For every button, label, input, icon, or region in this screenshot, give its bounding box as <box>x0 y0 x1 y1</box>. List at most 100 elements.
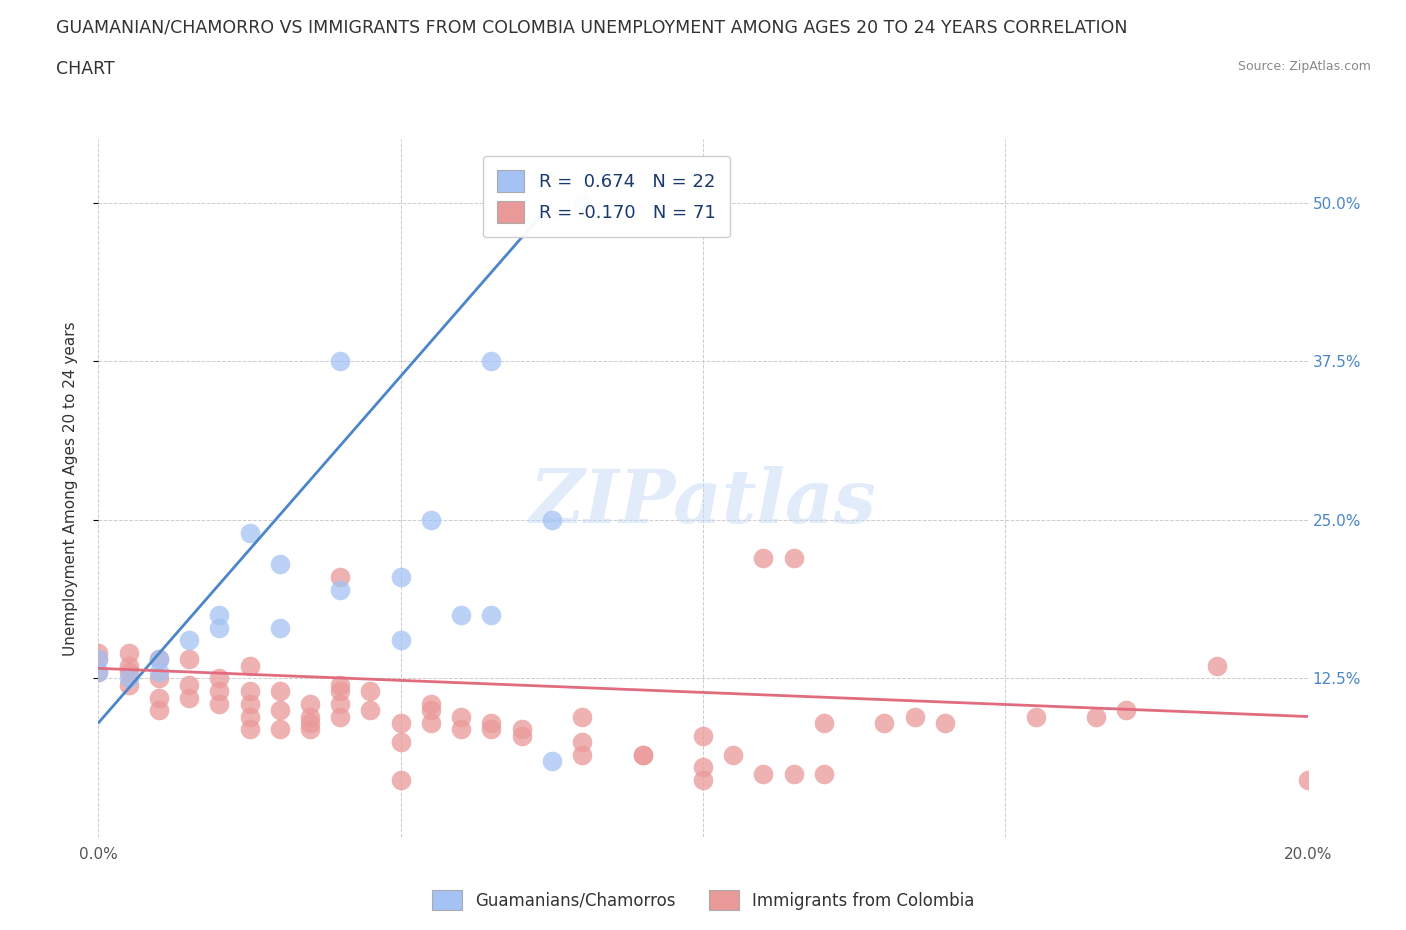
Point <box>118 671 141 686</box>
Point <box>208 620 231 635</box>
Point <box>904 709 927 724</box>
Point <box>934 715 956 730</box>
Point <box>329 697 352 711</box>
Point <box>481 722 503 737</box>
Point <box>510 722 533 737</box>
Point <box>813 715 835 730</box>
Point <box>1206 658 1229 673</box>
Point <box>118 658 141 673</box>
Point <box>540 512 562 527</box>
Point <box>208 671 231 686</box>
Point <box>481 607 503 622</box>
Text: Source: ZipAtlas.com: Source: ZipAtlas.com <box>1237 60 1371 73</box>
Point <box>329 354 352 369</box>
Point <box>1024 709 1046 724</box>
Y-axis label: Unemployment Among Ages 20 to 24 years: Unemployment Among Ages 20 to 24 years <box>63 321 77 656</box>
Text: ZIPatlas: ZIPatlas <box>530 466 876 538</box>
Point <box>208 607 231 622</box>
Point <box>239 722 262 737</box>
Point <box>269 620 291 635</box>
Point <box>631 747 654 762</box>
Point <box>1115 703 1137 718</box>
Point <box>389 633 412 648</box>
Point <box>148 671 170 686</box>
Legend: Guamanians/Chamorros, Immigrants from Colombia: Guamanians/Chamorros, Immigrants from Co… <box>425 884 981 917</box>
Point <box>299 709 322 724</box>
Point <box>329 684 352 698</box>
Point <box>148 652 170 667</box>
Point <box>692 760 714 775</box>
Point <box>420 512 443 527</box>
Point <box>389 773 412 788</box>
Point <box>239 658 262 673</box>
Point <box>239 684 262 698</box>
Point <box>1296 773 1319 788</box>
Point <box>450 722 472 737</box>
Point <box>783 766 806 781</box>
Point <box>631 747 654 762</box>
Point <box>571 747 593 762</box>
Legend: R =  0.674   N = 22, R = -0.170   N = 71: R = 0.674 N = 22, R = -0.170 N = 71 <box>482 155 730 237</box>
Point <box>873 715 896 730</box>
Point <box>783 551 806 565</box>
Point <box>571 735 593 750</box>
Point <box>450 607 472 622</box>
Point <box>179 633 201 648</box>
Point <box>299 722 322 737</box>
Point <box>723 747 745 762</box>
Point <box>571 709 593 724</box>
Point <box>239 697 262 711</box>
Point <box>692 773 714 788</box>
Point <box>148 690 170 705</box>
Point <box>360 684 382 698</box>
Point <box>481 354 503 369</box>
Point <box>752 766 775 781</box>
Text: GUAMANIAN/CHAMORRO VS IMMIGRANTS FROM COLOMBIA UNEMPLOYMENT AMONG AGES 20 TO 24 : GUAMANIAN/CHAMORRO VS IMMIGRANTS FROM CO… <box>56 19 1128 36</box>
Point <box>269 684 291 698</box>
Point <box>329 582 352 597</box>
Text: CHART: CHART <box>56 60 115 78</box>
Point <box>540 753 562 768</box>
Point <box>510 728 533 743</box>
Point <box>179 677 201 692</box>
Point <box>87 645 110 660</box>
Point <box>179 690 201 705</box>
Point <box>389 715 412 730</box>
Point <box>752 551 775 565</box>
Point <box>450 709 472 724</box>
Point <box>360 703 382 718</box>
Point <box>148 652 170 667</box>
Point <box>118 645 141 660</box>
Point <box>87 665 110 680</box>
Point <box>269 703 291 718</box>
Point <box>1085 709 1108 724</box>
Point <box>329 569 352 584</box>
Point <box>179 652 201 667</box>
Point <box>389 569 412 584</box>
Point <box>269 557 291 572</box>
Point <box>118 677 141 692</box>
Point <box>239 709 262 724</box>
Point <box>87 652 110 667</box>
Point <box>208 684 231 698</box>
Point <box>148 665 170 680</box>
Point <box>329 677 352 692</box>
Point <box>269 722 291 737</box>
Point <box>299 697 322 711</box>
Point <box>389 735 412 750</box>
Point <box>420 697 443 711</box>
Point <box>481 715 503 730</box>
Point <box>692 728 714 743</box>
Point <box>208 697 231 711</box>
Point <box>87 652 110 667</box>
Point <box>87 665 110 680</box>
Point <box>420 703 443 718</box>
Point <box>148 703 170 718</box>
Point <box>813 766 835 781</box>
Point <box>118 665 141 680</box>
Point <box>420 715 443 730</box>
Point <box>329 709 352 724</box>
Point <box>299 715 322 730</box>
Point <box>571 195 593 210</box>
Point <box>239 525 262 540</box>
